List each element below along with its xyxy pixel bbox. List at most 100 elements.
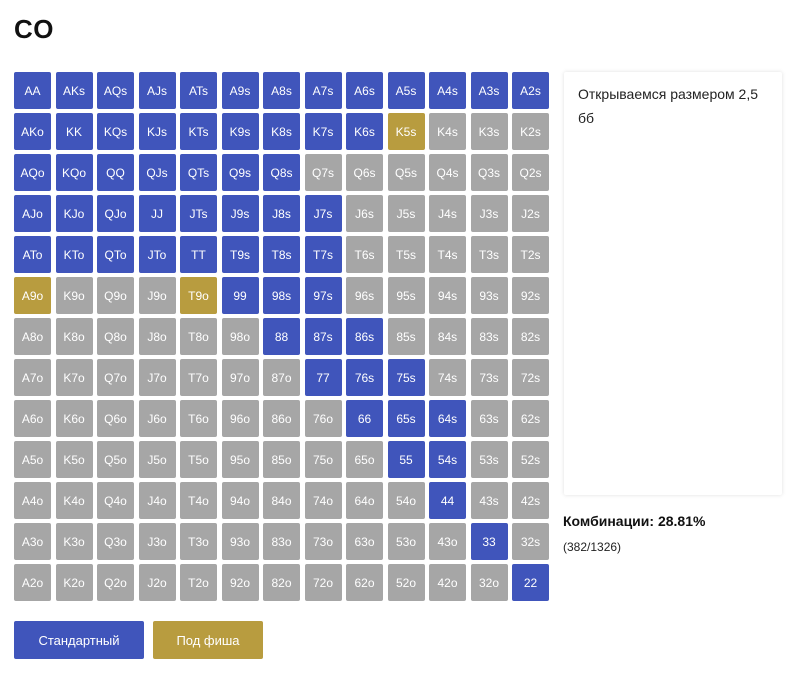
hand-cell[interactable]: A2s [512, 72, 549, 109]
hand-cell[interactable]: Q5o [97, 441, 134, 478]
hand-cell[interactable]: 93o [221, 523, 259, 560]
hand-cell[interactable]: K5o [55, 441, 93, 478]
hand-cell[interactable]: TT [180, 236, 217, 273]
hand-cell[interactable]: A5s [387, 72, 425, 109]
hand-cell[interactable]: JTo [138, 236, 176, 273]
hand-cell[interactable]: 85o [263, 441, 300, 478]
hand-cell[interactable]: Q6o [97, 400, 134, 437]
hand-cell[interactable]: Q7s [304, 154, 342, 191]
hand-cell[interactable]: T3s [470, 236, 508, 273]
hand-cell[interactable]: K9s [221, 113, 259, 150]
hand-cell[interactable]: KQs [97, 113, 134, 150]
hand-cell[interactable]: A9o [14, 277, 51, 314]
hand-cell[interactable]: 55 [387, 441, 425, 478]
hand-cell[interactable]: J5s [387, 195, 425, 232]
hand-cell[interactable]: 82o [263, 564, 300, 601]
hand-cell[interactable]: KTo [55, 236, 93, 273]
hand-cell[interactable]: 88 [263, 318, 300, 355]
hand-cell[interactable]: T9o [180, 277, 217, 314]
hand-cell[interactable]: T9s [221, 236, 259, 273]
hand-cell[interactable]: Q8o [97, 318, 134, 355]
hand-cell[interactable]: A7o [14, 359, 51, 396]
hand-cell[interactable]: 63s [470, 400, 508, 437]
hand-cell[interactable]: 84o [263, 482, 300, 519]
hand-cell[interactable]: AJs [138, 72, 176, 109]
hand-cell[interactable]: T6o [180, 400, 217, 437]
hand-cell[interactable]: T5o [180, 441, 217, 478]
hand-cell[interactable]: A3s [470, 72, 508, 109]
hand-cell[interactable]: 93s [470, 277, 508, 314]
hand-cell[interactable]: J6s [346, 195, 383, 232]
hand-cell[interactable]: 77 [304, 359, 342, 396]
hand-cell[interactable]: AKo [14, 113, 51, 150]
hand-cell[interactable]: 92o [221, 564, 259, 601]
hand-cell[interactable]: 83o [263, 523, 300, 560]
hand-cell[interactable]: K3o [55, 523, 93, 560]
hand-cell[interactable]: A7s [304, 72, 342, 109]
hand-cell[interactable]: Q9o [97, 277, 134, 314]
hand-cell[interactable]: T7o [180, 359, 217, 396]
hand-cell[interactable]: 82s [512, 318, 549, 355]
hand-cell[interactable]: QTs [180, 154, 217, 191]
hand-cell[interactable]: ATo [14, 236, 51, 273]
hand-cell[interactable]: Q2o [97, 564, 134, 601]
hand-cell[interactable]: 87o [263, 359, 300, 396]
limp-button[interactable]: Под фиша [153, 621, 263, 659]
hand-cell[interactable]: T6s [346, 236, 383, 273]
hand-cell[interactable]: K8s [263, 113, 300, 150]
hand-cell[interactable]: 94s [429, 277, 466, 314]
hand-cell[interactable]: J9s [221, 195, 259, 232]
hand-cell[interactable]: QTo [97, 236, 134, 273]
hand-cell[interactable]: 74s [429, 359, 466, 396]
hand-cell[interactable]: A8s [263, 72, 300, 109]
hand-cell[interactable]: 32o [470, 564, 508, 601]
hand-cell[interactable]: 85s [387, 318, 425, 355]
hand-cell[interactable]: K9o [55, 277, 93, 314]
hand-cell[interactable]: 95s [387, 277, 425, 314]
hand-cell[interactable]: Q3o [97, 523, 134, 560]
hand-cell[interactable]: 65s [387, 400, 425, 437]
hand-cell[interactable]: J4o [138, 482, 176, 519]
hand-cell[interactable]: 95o [221, 441, 259, 478]
hand-cell[interactable]: KJo [55, 195, 93, 232]
hand-cell[interactable]: 43o [429, 523, 466, 560]
hand-cell[interactable]: 54o [387, 482, 425, 519]
hand-cell[interactable]: JTs [180, 195, 217, 232]
hand-cell[interactable]: 65o [346, 441, 383, 478]
hand-cell[interactable]: 54s [429, 441, 466, 478]
hand-cell[interactable]: 74o [304, 482, 342, 519]
hand-cell[interactable]: K7o [55, 359, 93, 396]
hand-cell[interactable]: AKs [55, 72, 93, 109]
hand-cell[interactable]: 75o [304, 441, 342, 478]
hand-cell[interactable]: J8s [263, 195, 300, 232]
hand-cell[interactable]: 43s [470, 482, 508, 519]
hand-cell[interactable]: JJ [138, 195, 176, 232]
hand-cell[interactable]: 87s [304, 318, 342, 355]
hand-cell[interactable]: KTs [180, 113, 217, 150]
hand-cell[interactable]: J9o [138, 277, 176, 314]
hand-cell[interactable]: T2o [180, 564, 217, 601]
hand-cell[interactable]: T5s [387, 236, 425, 273]
hand-cell[interactable]: AQs [97, 72, 134, 109]
hand-cell[interactable]: 73o [304, 523, 342, 560]
hand-cell[interactable]: T4s [429, 236, 466, 273]
hand-cell[interactable]: 97s [304, 277, 342, 314]
hand-cell[interactable]: Q7o [97, 359, 134, 396]
hand-cell[interactable]: 66 [346, 400, 383, 437]
hand-cell[interactable]: 52o [387, 564, 425, 601]
hand-cell[interactable]: 72o [304, 564, 342, 601]
hand-cell[interactable]: AQo [14, 154, 51, 191]
hand-cell[interactable]: T7s [304, 236, 342, 273]
hand-cell[interactable]: 96o [221, 400, 259, 437]
hand-cell[interactable]: K6o [55, 400, 93, 437]
hand-cell[interactable]: 97o [221, 359, 259, 396]
hand-cell[interactable]: KJs [138, 113, 176, 150]
hand-cell[interactable]: QQ [97, 154, 134, 191]
hand-cell[interactable]: A4o [14, 482, 51, 519]
hand-cell[interactable]: A6s [346, 72, 383, 109]
hand-cell[interactable]: T8o [180, 318, 217, 355]
hand-cell[interactable]: KK [55, 113, 93, 150]
hand-cell[interactable]: KQo [55, 154, 93, 191]
hand-cell[interactable]: 92s [512, 277, 549, 314]
hand-cell[interactable]: A6o [14, 400, 51, 437]
